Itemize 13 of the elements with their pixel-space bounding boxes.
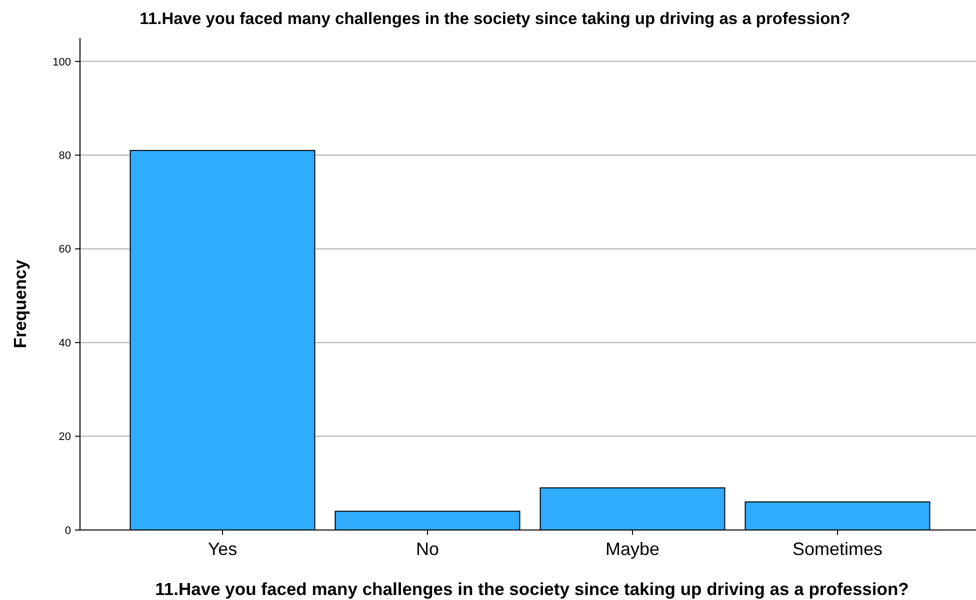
chart-title: 11.Have you faced many challenges in the society since taking up driving as a profession? [140, 10, 850, 28]
x-tick-label: Yes [208, 539, 238, 559]
y-axis-title: Frequency [10, 259, 30, 348]
x-tick-label: No [416, 539, 440, 559]
y-tick-label: 80 [58, 150, 71, 162]
y-tick-label: 60 [58, 244, 71, 256]
x-tick-label: Maybe [605, 539, 660, 559]
x-tick-label: Sometimes [792, 539, 883, 559]
x-axis-title: 11.Have you faced many challenges in the society since taking up driving as a profession? [155, 579, 909, 599]
y-tick-label: 0 [64, 524, 71, 537]
y-tick-label: 20 [58, 431, 71, 444]
y-tick-label: 40 [58, 337, 71, 350]
y-tick-label: 100 [52, 56, 71, 68]
